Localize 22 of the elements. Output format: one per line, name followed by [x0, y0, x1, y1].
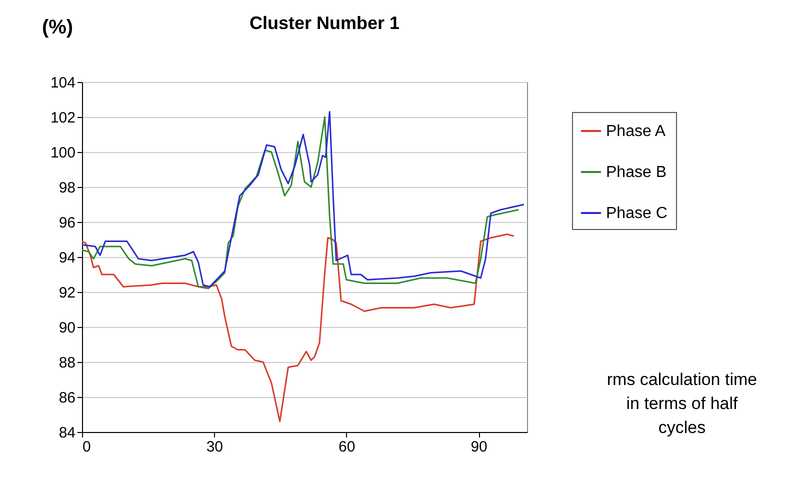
x-tick-label: 30 [206, 438, 224, 456]
chart-title: Cluster Number 1 [249, 13, 400, 33]
legend-label: Phase B [606, 164, 666, 181]
x-tick-label: 0 [82, 438, 91, 456]
y-tick-label: 96 [58, 214, 76, 232]
y-tick-label: 88 [58, 354, 76, 372]
y-tick-label: 100 [50, 144, 76, 162]
x-tick-label: 60 [338, 438, 356, 456]
y-tick-label: 90 [58, 320, 76, 336]
x-tick-label: 90 [470, 438, 488, 456]
y-tick-label: 86 [58, 390, 76, 406]
legend-label: Phase C [606, 205, 668, 222]
y-axis-title: (%) [42, 16, 74, 38]
y-tick-label: 84 [58, 424, 76, 442]
x-axis-title: rms calculation time in terms of half cycles [606, 370, 758, 437]
legend-label: Phase A [606, 123, 666, 140]
y-tick-label: 102 [50, 110, 76, 126]
y-tick-label: 104 [50, 74, 76, 92]
y-tick-label: 98 [58, 180, 76, 196]
y-tick-label: 92 [58, 284, 76, 302]
y-tick-label: 94 [58, 250, 76, 266]
line-series [82, 234, 515, 422]
